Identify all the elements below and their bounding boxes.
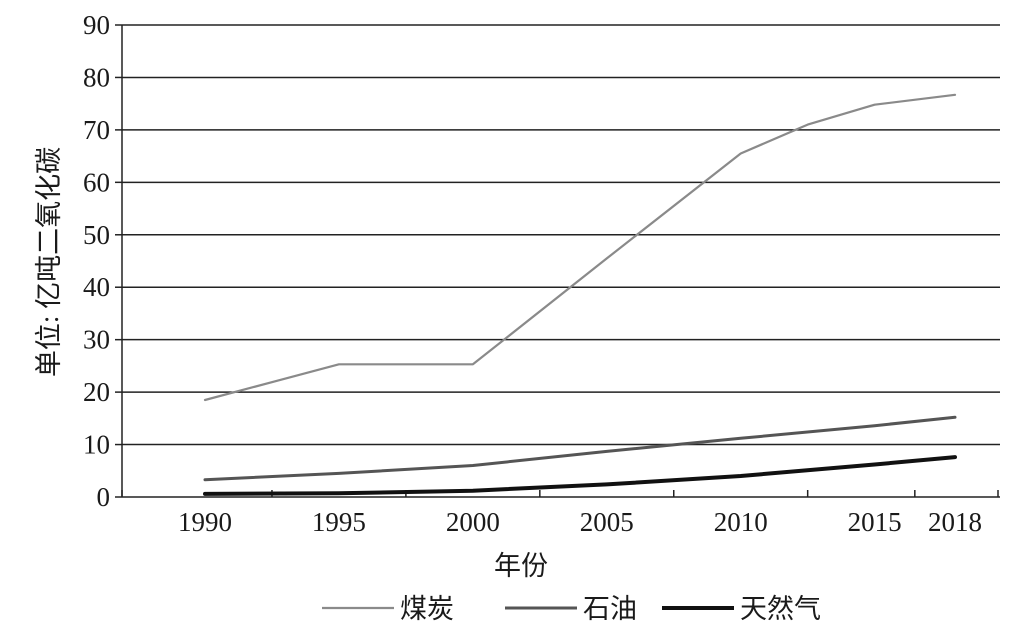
- legend-label-天然气: 天然气: [740, 594, 821, 624]
- series-line-石油: [203, 415, 957, 482]
- y-axis-label: 单位: 亿吨二氧化碳: [34, 147, 64, 377]
- legend-label-煤炭: 煤炭: [400, 594, 454, 624]
- y-tick-label-80: 80: [83, 62, 110, 92]
- series-line-天然气: [203, 455, 957, 496]
- x-tick-label-2010: 2010: [714, 507, 768, 537]
- y-tick-label-70: 70: [83, 115, 110, 145]
- y-tick-label-0: 0: [97, 482, 111, 512]
- x-axis-label: 年份: [494, 551, 548, 581]
- x-tick-label-1995: 1995: [312, 507, 366, 537]
- y-tick-label-60: 60: [83, 167, 110, 197]
- y-tick-label-20: 20: [83, 377, 110, 407]
- series-line-煤炭: [203, 93, 957, 402]
- legend-label-石油: 石油: [583, 594, 637, 624]
- legend: 煤炭 石油 天然气: [322, 594, 821, 624]
- y-tick-label-40: 40: [83, 272, 110, 302]
- series-lines: [203, 93, 957, 496]
- y-tick-labels: 0 10 20 30 40 50 60 70 80 90: [83, 10, 122, 512]
- x-tick-label-2000: 2000: [446, 507, 500, 537]
- x-tick-label-2015: 2015: [848, 507, 902, 537]
- y-tick-label-30: 30: [83, 325, 110, 355]
- x-tick-label-2005: 2005: [580, 507, 634, 537]
- axes: [121, 25, 1000, 498]
- x-tick-labels: 1990 1995 2000 2005 2010 2015 2018: [121, 490, 999, 537]
- y-tick-label-10: 10: [83, 430, 110, 460]
- grid-lines: [122, 24, 1000, 446]
- x-tick-label-1990: 1990: [178, 507, 232, 537]
- y-tick-label-90: 90: [83, 10, 110, 40]
- y-tick-label-50: 50: [83, 220, 110, 250]
- x-tick-label-2018: 2018: [928, 507, 982, 537]
